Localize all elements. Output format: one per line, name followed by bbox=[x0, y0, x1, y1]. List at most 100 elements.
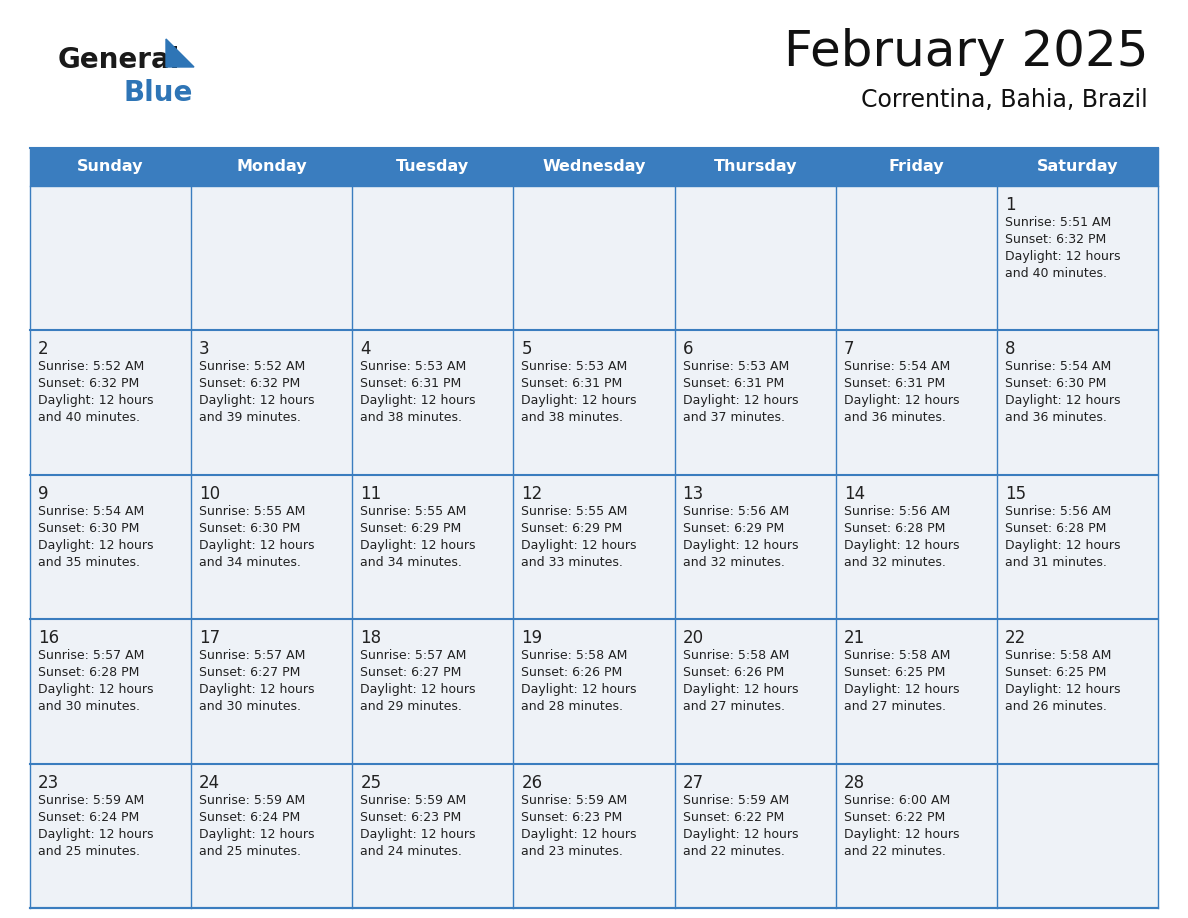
Bar bbox=[353, 764, 513, 908]
Text: Daylight: 12 hours: Daylight: 12 hours bbox=[200, 683, 315, 696]
Text: Sunrise: 5:57 AM: Sunrise: 5:57 AM bbox=[38, 649, 145, 662]
Text: and 34 minutes.: and 34 minutes. bbox=[360, 555, 462, 569]
Bar bbox=[675, 764, 835, 908]
Polygon shape bbox=[166, 39, 194, 67]
Bar bbox=[353, 475, 513, 620]
Text: Sunrise: 5:58 AM: Sunrise: 5:58 AM bbox=[843, 649, 950, 662]
Bar bbox=[513, 620, 675, 764]
Text: and 32 minutes.: and 32 minutes. bbox=[843, 555, 946, 569]
Text: Wednesday: Wednesday bbox=[542, 160, 646, 174]
Text: and 24 minutes.: and 24 minutes. bbox=[360, 845, 462, 857]
Bar bbox=[30, 764, 191, 908]
Text: 1: 1 bbox=[1005, 196, 1016, 214]
Bar bbox=[513, 475, 675, 620]
Bar bbox=[191, 330, 353, 475]
Text: Sunset: 6:30 PM: Sunset: 6:30 PM bbox=[200, 521, 301, 535]
Text: Sunset: 6:29 PM: Sunset: 6:29 PM bbox=[683, 521, 784, 535]
Text: Daylight: 12 hours: Daylight: 12 hours bbox=[522, 395, 637, 408]
Bar bbox=[675, 620, 835, 764]
Text: Daylight: 12 hours: Daylight: 12 hours bbox=[1005, 683, 1120, 696]
Text: 4: 4 bbox=[360, 341, 371, 358]
Text: 18: 18 bbox=[360, 629, 381, 647]
Text: and 33 minutes.: and 33 minutes. bbox=[522, 555, 624, 569]
Bar bbox=[997, 330, 1158, 475]
Text: and 22 minutes.: and 22 minutes. bbox=[843, 845, 946, 857]
Text: 17: 17 bbox=[200, 629, 220, 647]
Bar bbox=[513, 186, 675, 330]
Text: Sunrise: 5:59 AM: Sunrise: 5:59 AM bbox=[200, 793, 305, 807]
Text: Blue: Blue bbox=[124, 79, 192, 107]
Text: Daylight: 12 hours: Daylight: 12 hours bbox=[843, 395, 959, 408]
Text: Daylight: 12 hours: Daylight: 12 hours bbox=[1005, 539, 1120, 552]
Text: and 30 minutes.: and 30 minutes. bbox=[200, 700, 301, 713]
Text: Sunset: 6:31 PM: Sunset: 6:31 PM bbox=[522, 377, 623, 390]
Text: Sunrise: 5:54 AM: Sunrise: 5:54 AM bbox=[1005, 361, 1111, 374]
Text: 6: 6 bbox=[683, 341, 693, 358]
Text: and 36 minutes.: and 36 minutes. bbox=[1005, 411, 1107, 424]
Text: Sunrise: 5:53 AM: Sunrise: 5:53 AM bbox=[360, 361, 467, 374]
Text: Daylight: 12 hours: Daylight: 12 hours bbox=[360, 395, 475, 408]
Text: and 23 minutes.: and 23 minutes. bbox=[522, 845, 624, 857]
Text: 12: 12 bbox=[522, 485, 543, 503]
Text: Sunrise: 5:59 AM: Sunrise: 5:59 AM bbox=[683, 793, 789, 807]
Text: Daylight: 12 hours: Daylight: 12 hours bbox=[522, 828, 637, 841]
Text: 27: 27 bbox=[683, 774, 703, 791]
Text: Daylight: 12 hours: Daylight: 12 hours bbox=[38, 828, 153, 841]
Text: 9: 9 bbox=[38, 485, 49, 503]
Text: Daylight: 12 hours: Daylight: 12 hours bbox=[683, 828, 798, 841]
Text: Tuesday: Tuesday bbox=[397, 160, 469, 174]
Text: Daylight: 12 hours: Daylight: 12 hours bbox=[360, 683, 475, 696]
Text: 2: 2 bbox=[38, 341, 49, 358]
Text: Sunrise: 5:55 AM: Sunrise: 5:55 AM bbox=[522, 505, 627, 518]
Text: Daylight: 12 hours: Daylight: 12 hours bbox=[360, 828, 475, 841]
Text: Sunday: Sunday bbox=[77, 160, 144, 174]
Text: Sunset: 6:22 PM: Sunset: 6:22 PM bbox=[683, 811, 784, 823]
Text: 28: 28 bbox=[843, 774, 865, 791]
Text: Sunset: 6:28 PM: Sunset: 6:28 PM bbox=[1005, 521, 1106, 535]
Bar bbox=[835, 330, 997, 475]
Bar bbox=[997, 186, 1158, 330]
Text: Sunset: 6:22 PM: Sunset: 6:22 PM bbox=[843, 811, 944, 823]
Text: Sunset: 6:23 PM: Sunset: 6:23 PM bbox=[522, 811, 623, 823]
Bar bbox=[675, 330, 835, 475]
Text: 16: 16 bbox=[38, 629, 59, 647]
Text: Sunrise: 5:58 AM: Sunrise: 5:58 AM bbox=[683, 649, 789, 662]
Text: Daylight: 12 hours: Daylight: 12 hours bbox=[200, 539, 315, 552]
Text: Sunrise: 5:54 AM: Sunrise: 5:54 AM bbox=[38, 505, 144, 518]
Text: Daylight: 12 hours: Daylight: 12 hours bbox=[683, 539, 798, 552]
Text: Sunrise: 5:55 AM: Sunrise: 5:55 AM bbox=[200, 505, 305, 518]
Text: Sunrise: 5:55 AM: Sunrise: 5:55 AM bbox=[360, 505, 467, 518]
Text: Sunset: 6:32 PM: Sunset: 6:32 PM bbox=[1005, 233, 1106, 246]
Text: and 40 minutes.: and 40 minutes. bbox=[1005, 267, 1107, 280]
Bar bbox=[191, 620, 353, 764]
Text: and 28 minutes.: and 28 minutes. bbox=[522, 700, 624, 713]
Text: Sunset: 6:26 PM: Sunset: 6:26 PM bbox=[683, 666, 784, 679]
Text: Sunset: 6:25 PM: Sunset: 6:25 PM bbox=[843, 666, 946, 679]
Text: and 34 minutes.: and 34 minutes. bbox=[200, 555, 301, 569]
Text: Sunrise: 5:52 AM: Sunrise: 5:52 AM bbox=[38, 361, 144, 374]
Text: Sunrise: 5:57 AM: Sunrise: 5:57 AM bbox=[200, 649, 305, 662]
Text: Sunset: 6:27 PM: Sunset: 6:27 PM bbox=[200, 666, 301, 679]
Bar bbox=[353, 620, 513, 764]
Text: and 38 minutes.: and 38 minutes. bbox=[522, 411, 624, 424]
Text: and 22 minutes.: and 22 minutes. bbox=[683, 845, 784, 857]
Text: 5: 5 bbox=[522, 341, 532, 358]
Text: Sunset: 6:23 PM: Sunset: 6:23 PM bbox=[360, 811, 461, 823]
Text: 11: 11 bbox=[360, 485, 381, 503]
Text: Friday: Friday bbox=[889, 160, 944, 174]
Text: Thursday: Thursday bbox=[713, 160, 797, 174]
Text: 15: 15 bbox=[1005, 485, 1026, 503]
Text: Monday: Monday bbox=[236, 160, 307, 174]
Text: Daylight: 12 hours: Daylight: 12 hours bbox=[200, 395, 315, 408]
Text: Daylight: 12 hours: Daylight: 12 hours bbox=[360, 539, 475, 552]
Bar bbox=[835, 620, 997, 764]
Text: 22: 22 bbox=[1005, 629, 1026, 647]
Text: Daylight: 12 hours: Daylight: 12 hours bbox=[683, 395, 798, 408]
Text: 7: 7 bbox=[843, 341, 854, 358]
Text: Daylight: 12 hours: Daylight: 12 hours bbox=[522, 683, 637, 696]
Text: Daylight: 12 hours: Daylight: 12 hours bbox=[38, 395, 153, 408]
Text: Sunrise: 5:59 AM: Sunrise: 5:59 AM bbox=[38, 793, 144, 807]
Text: Sunrise: 5:52 AM: Sunrise: 5:52 AM bbox=[200, 361, 305, 374]
Text: Sunset: 6:29 PM: Sunset: 6:29 PM bbox=[360, 521, 461, 535]
Bar bbox=[997, 475, 1158, 620]
